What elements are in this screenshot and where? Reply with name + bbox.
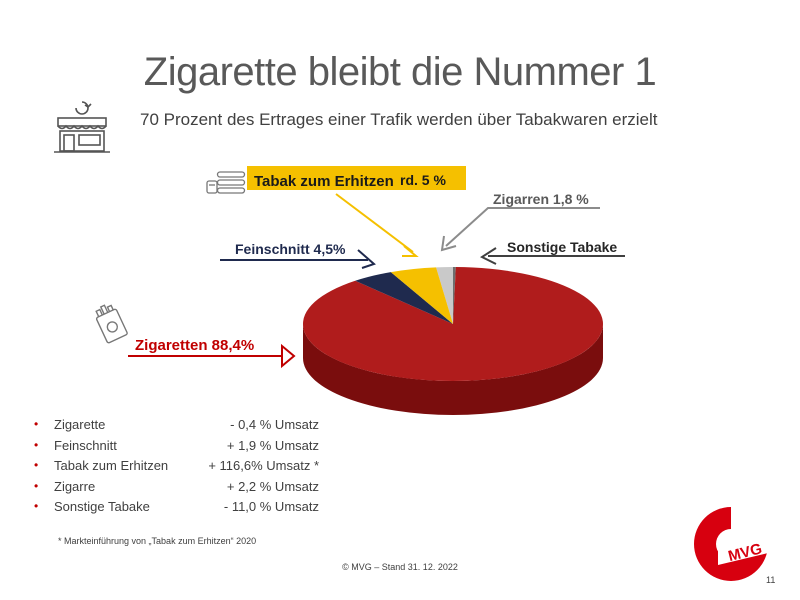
- legend-item-change: + 1,9 % Umsatz: [226, 437, 319, 453]
- legend-item-change: + 2,2 % Umsatz: [226, 478, 319, 494]
- shop-icon: [54, 101, 110, 153]
- bullet-icon: •: [34, 417, 39, 431]
- legend-item-name: Zigarette: [54, 417, 106, 432]
- legend-item-change: - 11,0 % Umsatz: [223, 499, 319, 514]
- sonstige-arrow-icon: [479, 247, 497, 265]
- feinschnitt-arrow-icon: [357, 249, 376, 269]
- pie-sides: [303, 324, 603, 415]
- pie-tops: [303, 267, 604, 382]
- bullet-icon: •: [34, 437, 39, 452]
- pie-slice: [355, 272, 453, 324]
- legend-item-change: - 0,4 % Umsatz: [230, 417, 319, 432]
- tabak-arrow-icon: [402, 245, 419, 257]
- page-number: 11: [766, 575, 776, 585]
- bullet-icon: •: [34, 458, 39, 472]
- zigarren-arrow-icon: [440, 235, 457, 252]
- sonstige-label: Sonstige Tabake: [507, 239, 617, 255]
- subtitle: 70 Prozent des Ertrages einer Trafik wer…: [140, 110, 658, 129]
- mvg-logo: MVG: [694, 507, 768, 581]
- page-title: Zigarette bleibt die Nummer 1: [143, 50, 657, 94]
- pie-side: [303, 324, 603, 415]
- zigaretten-arrow-icon: [281, 343, 296, 369]
- legend-item-change: + 116,6% Umsatz *: [208, 458, 319, 473]
- footnote: * Markteinführung von „Tabak zum Erhitze…: [58, 536, 257, 546]
- tabak-label-bg: [247, 166, 466, 190]
- source-note: © MVG – Stand 31. 12. 2022: [342, 562, 458, 572]
- tabak-label-name: Tabak zum Erhitzen: [254, 173, 394, 190]
- bullet-icon: •: [34, 478, 39, 493]
- tabak-label-value: rd. 5 %: [400, 172, 446, 188]
- heated-tobacco-icon: [206, 171, 246, 194]
- cigarette-pack-icon: [95, 304, 128, 344]
- legend-item-name: Feinschnitt: [54, 437, 117, 453]
- pie-slice: [453, 267, 456, 324]
- legend-item-name: Zigarre: [54, 478, 96, 494]
- pie-slice: [303, 267, 604, 382]
- pie-slice: [436, 267, 453, 324]
- zigaretten-label: Zigaretten 88,4%: [135, 337, 254, 354]
- zigarren-leader: [445, 207, 600, 247]
- zigarren-label: Zigarren 1,8 %: [493, 191, 589, 207]
- legend-item-name: Tabak zum Erhitzen: [54, 458, 169, 473]
- tabak-leader: [335, 193, 414, 253]
- pie-slice: [390, 267, 453, 324]
- legend-item-name: Sonstige Tabake: [54, 499, 150, 514]
- feinschnitt-label: Feinschnitt 4,5%: [235, 241, 346, 257]
- bullet-icon: •: [34, 499, 39, 513]
